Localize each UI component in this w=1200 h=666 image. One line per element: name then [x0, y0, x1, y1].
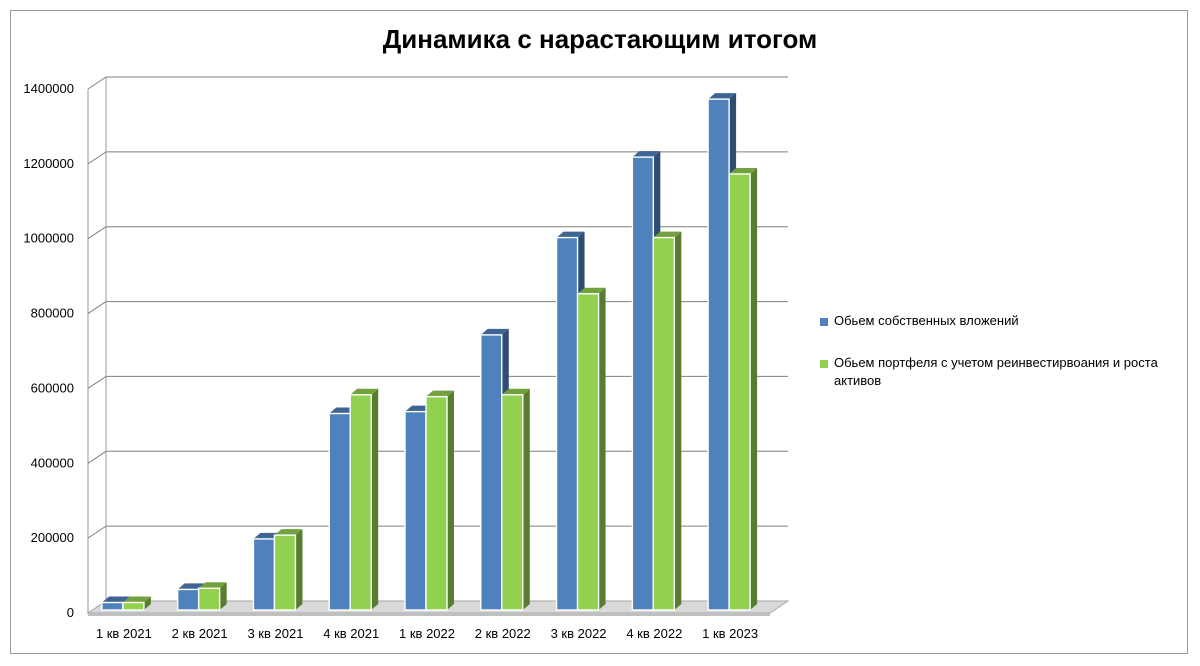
legend-label: Обьем портфеля с учетом реинвестирвоания… [834, 355, 1158, 388]
bar-front [728, 173, 751, 611]
bar-front [425, 395, 448, 611]
x-tick-label: 1 кв 2021 [96, 626, 152, 641]
bar-top [274, 529, 303, 536]
gridline-diagonal [87, 226, 107, 240]
bar-portfolio [197, 582, 227, 611]
bar-top [729, 167, 758, 174]
bar-top [501, 388, 530, 395]
bar-front [176, 588, 200, 611]
bar-portfolio [652, 231, 682, 611]
bar-top [708, 93, 737, 100]
gridline-diagonal [87, 301, 107, 314]
bar-side [674, 231, 682, 611]
bar-top [653, 231, 682, 238]
x-tick-label: 4 кв 2021 [323, 626, 379, 641]
bar-top [632, 151, 661, 158]
x-tick-label: 1 кв 2023 [702, 626, 758, 641]
y-tick-label: 1000000 [23, 231, 74, 246]
gridline-diagonal [87, 151, 107, 165]
bar-top [350, 388, 379, 395]
bar-side [219, 582, 227, 610]
y-tick-label: 1200000 [23, 156, 74, 171]
chart-title: Динамика с нарастающим итогом [382, 24, 818, 54]
bar-side [750, 167, 758, 610]
bar-front [197, 587, 221, 611]
chart-floor-edge [88, 613, 770, 616]
y-tick-label: 400000 [31, 455, 74, 470]
bar-side [598, 287, 606, 610]
x-tick-label: 2 кв 2021 [172, 626, 228, 641]
x-tick-label: 2 кв 2022 [475, 626, 531, 641]
legend-swatch-green [820, 360, 828, 368]
x-tick-label: 4 кв 2022 [626, 626, 682, 641]
bar-portfolio [273, 529, 303, 611]
y-tick-label: 200000 [31, 530, 74, 545]
bar-portfolio [728, 167, 758, 611]
bar-front [101, 601, 124, 611]
bar-top [480, 328, 509, 335]
bar-portfolio [501, 388, 530, 611]
bar-side [295, 529, 303, 610]
bar-top [101, 596, 130, 603]
legend-label: Обьем собственных вложений [834, 313, 1019, 328]
bar-portfolio [122, 596, 151, 611]
bar-front [631, 156, 655, 611]
y-axis-ticks: 0 200000 400000 600000 800000 1000000 1200000 1… [23, 81, 74, 620]
legend-swatch-blue [820, 318, 828, 326]
y-tick-label: 800000 [31, 306, 74, 321]
gridline-diagonal [87, 525, 107, 539]
legend-item-portfolio: Обьем портфеля с учетом реинвестирвоания… [820, 354, 1180, 390]
legend: Обьем собственных вложений Обьем портфел… [820, 312, 1180, 414]
bar-front [501, 394, 524, 611]
bars [101, 93, 758, 611]
bar-top [198, 582, 227, 589]
bar-portfolio [425, 390, 454, 611]
bar-front [328, 412, 351, 611]
gridline-diagonal [87, 450, 107, 464]
gridline-diagonal [87, 76, 107, 90]
bar-front [404, 410, 427, 611]
y-tick-label: 0 [67, 605, 74, 620]
bar-side [143, 596, 151, 610]
x-axis-ticks: 1 кв 2021 2 кв 2021 3 кв 2021 4 кв 2021 1 кв… [96, 626, 758, 641]
bar-top [556, 231, 585, 238]
bar-front [652, 236, 676, 611]
bar-top [426, 390, 454, 397]
bar-front [480, 334, 503, 611]
bar-side [522, 388, 530, 610]
x-tick-label: 1 кв 2022 [399, 626, 455, 641]
bar-front [273, 534, 297, 611]
bar-side [447, 390, 454, 610]
y-tick-label: 1400000 [23, 81, 74, 96]
bar-side [371, 388, 379, 610]
y-tick-label: 600000 [31, 380, 74, 395]
gridline-diagonal [87, 376, 107, 389]
x-tick-label: 3 кв 2022 [551, 626, 607, 641]
bar-top [577, 287, 606, 294]
bar-portfolio [349, 388, 379, 611]
bar-front [349, 394, 372, 611]
bar-front [252, 538, 276, 611]
bar-front [555, 236, 579, 611]
legend-item-own-investments: Обьем собственных вложений [820, 312, 1180, 330]
bar-top [122, 596, 151, 603]
bar-front [122, 601, 145, 611]
bar-portfolio [576, 287, 606, 611]
bar-front [707, 98, 730, 611]
bar-front [576, 293, 600, 611]
x-tick-label: 3 кв 2021 [247, 626, 303, 641]
